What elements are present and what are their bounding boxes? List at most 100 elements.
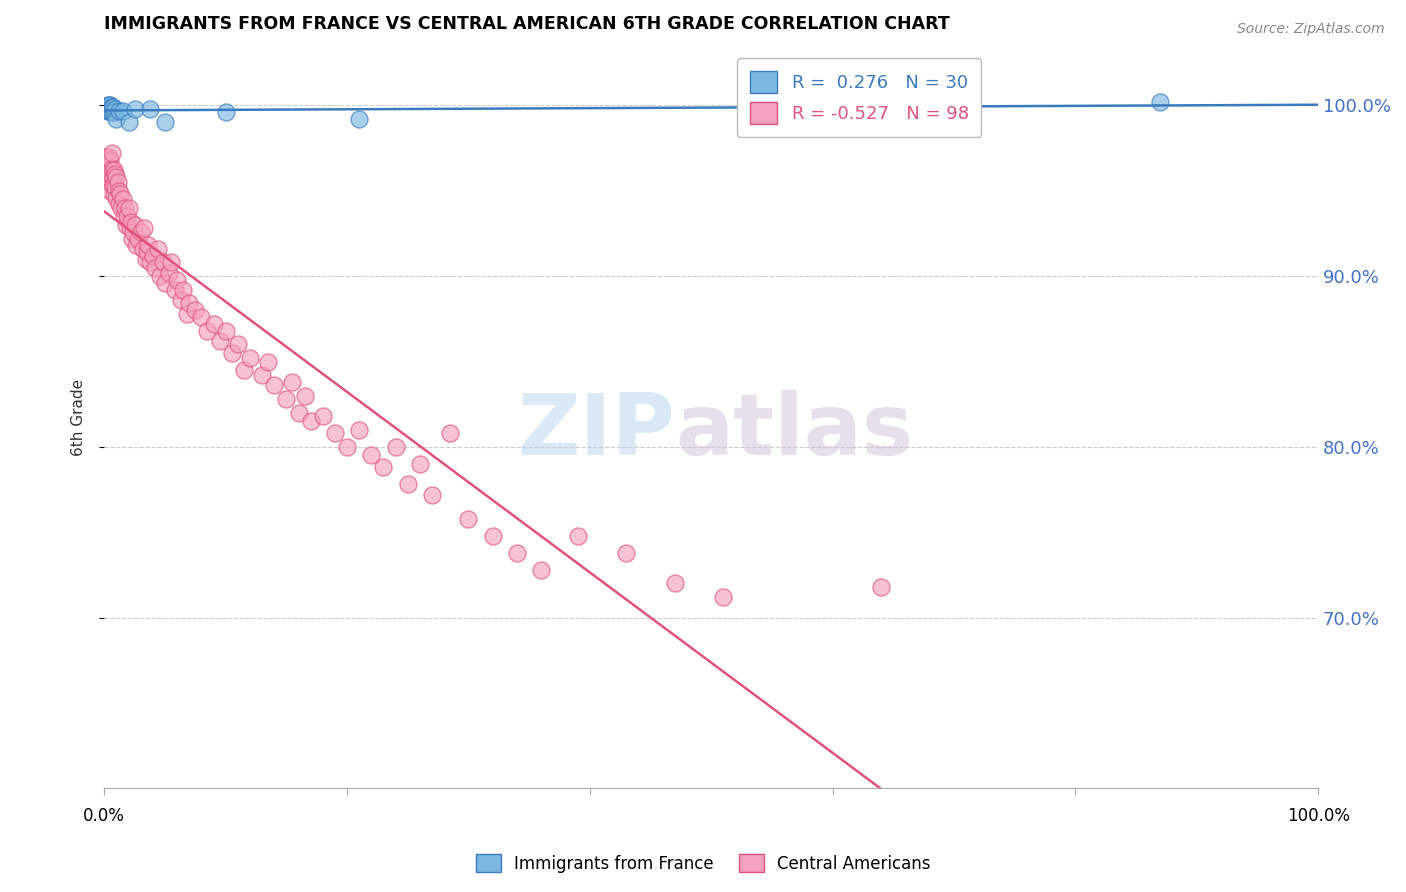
Point [125,238,148,252]
Point [98,170,121,185]
Point [101,100,124,114]
Point [94,150,117,164]
Point [96,100,118,114]
Point [110,201,132,215]
Point [530,563,553,577]
Point [117,115,139,129]
Text: 0.0%: 0.0% [83,807,125,825]
Point [98,103,121,118]
Point [197,324,219,338]
Point [323,426,346,441]
Point [202,317,225,331]
Point [299,414,322,428]
Point [98,184,121,198]
Point [115,218,138,232]
Point [112,210,135,224]
Point [97,102,120,116]
Point [711,590,734,604]
Point [100,146,122,161]
Point [184,303,207,318]
Point [664,576,686,591]
Point [132,242,155,256]
Point [124,102,146,116]
Point [98,150,121,164]
Point [134,221,156,235]
Point [108,187,131,202]
Point [257,354,280,368]
Point [117,210,139,224]
Point [250,368,273,383]
Point [336,440,359,454]
Point [142,249,165,263]
Y-axis label: 6th Grade: 6th Grade [72,378,86,456]
Point [98,100,121,114]
Point [111,103,134,118]
Point [226,337,249,351]
Text: atlas: atlas [675,391,912,474]
Text: ZIP: ZIP [517,391,675,474]
Point [97,98,120,112]
Text: Source: ZipAtlas.com: Source: ZipAtlas.com [1237,22,1385,37]
Point [135,252,157,266]
Point [111,192,134,206]
Point [153,276,176,290]
Point [105,191,128,205]
Point [100,161,122,176]
Point [1149,95,1171,109]
Point [98,153,121,167]
Point [104,180,127,194]
Point [208,334,231,348]
Text: 100.0%: 100.0% [1286,807,1350,825]
Point [120,214,142,228]
Point [129,225,152,239]
Text: IMMIGRANTS FROM FRANCE VS CENTRAL AMERICAN 6TH GRADE CORRELATION CHART: IMMIGRANTS FROM FRANCE VS CENTRAL AMERIC… [104,15,950,33]
Point [347,423,370,437]
Point [124,218,146,232]
Point [215,105,238,120]
Point [281,375,304,389]
Point [103,105,125,120]
Point [170,293,193,307]
Point [396,477,419,491]
Point [101,178,124,193]
Point [100,100,122,114]
Point [166,272,188,286]
Point [108,103,131,118]
Point [98,100,121,114]
Point [103,187,125,202]
Point [100,105,122,120]
Point [101,170,124,185]
Point [439,426,461,441]
Point [136,238,159,252]
Point [104,167,127,181]
Point [104,102,127,116]
Point [347,112,370,126]
Point [312,409,335,424]
Point [221,346,243,360]
Point [139,102,162,116]
Point [481,528,503,542]
Point [135,245,157,260]
Point [172,283,194,297]
Point [373,460,395,475]
Point [457,511,479,525]
Point [103,163,125,178]
Point [506,546,529,560]
Point [190,310,212,325]
Point [96,167,118,181]
Point [98,167,121,181]
Point [117,201,139,215]
Point [98,102,121,116]
Point [143,260,166,275]
Point [139,255,162,269]
Legend: R =  0.276   N = 30, R = -0.527   N = 98: R = 0.276 N = 30, R = -0.527 N = 98 [737,58,981,136]
Point [105,170,128,185]
Point [153,115,176,129]
Point [96,103,118,118]
Point [215,324,238,338]
Point [420,488,443,502]
Point [100,102,122,116]
Point [287,406,309,420]
Point [567,528,589,542]
Point [97,158,120,172]
